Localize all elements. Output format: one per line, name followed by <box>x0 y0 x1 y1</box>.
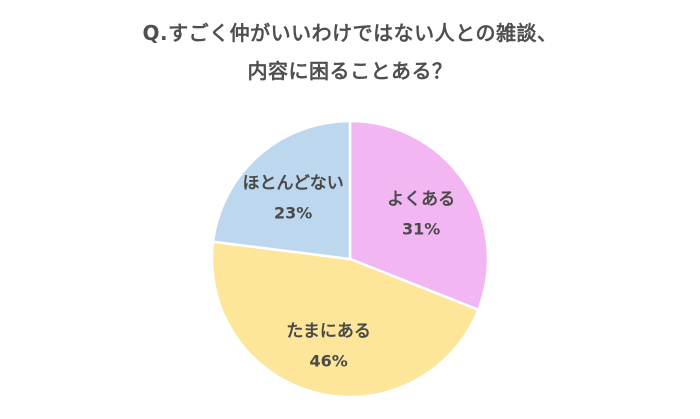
slice-yoku-aru <box>348 119 490 312</box>
pie-labels: よくある 31% たまにある 46% ほとんどない 23% <box>243 173 456 370</box>
slice-label: たまにある <box>286 321 371 341</box>
slice-percent-label: 23% <box>274 203 312 222</box>
chart-title-line-1: Q.すごく仲がいいわけではない人との雑談、 <box>142 21 558 45</box>
slice-label: よくある <box>387 190 455 210</box>
pie-slices <box>210 119 490 399</box>
slice-tamani-aru <box>210 240 480 399</box>
slice-label: ほとんどない <box>243 173 344 193</box>
slice-hotondo-nai <box>211 119 352 261</box>
slice-percent-label: 31% <box>402 220 440 239</box>
slice-percent-label: 46% <box>309 351 347 370</box>
chart-title-line-2: 内容に困ることある？ <box>247 59 453 83</box>
chart-title: Q.すごく仲がいいわけではない人との雑談、 内容に困ることある？ <box>0 14 700 90</box>
